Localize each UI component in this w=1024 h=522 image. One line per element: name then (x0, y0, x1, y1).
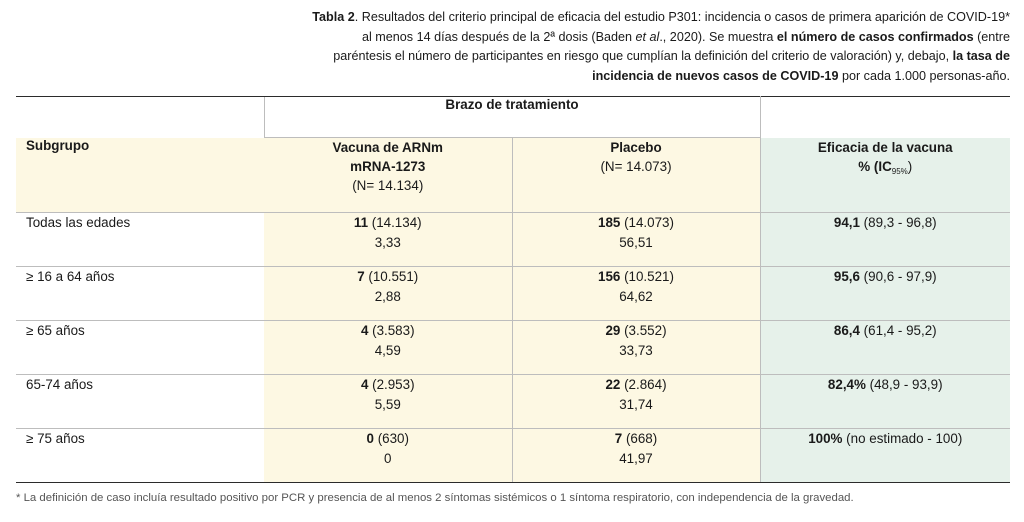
placebo-header: Placebo (N= 14.073) (512, 137, 761, 213)
vaccine-cell: 7 (10.551) 2,88 (264, 266, 513, 321)
table-row: ≥ 75 años 0 (630) 0 7 (668) 41,97 100% (… (16, 428, 1010, 483)
treatment-arm-header: Brazo de tratamiento (263, 96, 761, 138)
subgroup-cell: ≥ 65 años (16, 320, 264, 375)
efficacy-cell: 82,4% (48,9 - 93,9) (760, 374, 1010, 429)
caption-label: Tabla 2 (312, 10, 355, 24)
group-header-empty-right (760, 96, 1010, 138)
efficacy-cell: 95,6 (90,6 - 97,9) (760, 266, 1010, 321)
subgroup-header: Subgrupo (16, 137, 264, 213)
efficacy-cell: 100% (no estimado - 100) (760, 428, 1010, 483)
placebo-cell: 29 (3.552) 33,73 (512, 320, 761, 375)
table-row: ≥ 16 a 64 años 7 (10.551) 2,88 156 (10.5… (16, 266, 1010, 321)
results-table: Brazo de tratamiento Subgrupo Vacuna de … (16, 96, 1010, 483)
vaccine-cell: 4 (3.583) 4,59 (264, 320, 513, 375)
efficacy-header: Eficacia de la vacuna % (IC95%) (760, 137, 1010, 213)
column-header-row: Subgrupo Vacuna de ARNm mRNA-1273 (N= 14… (16, 137, 1010, 213)
efficacy-cell: 94,1 (89,3 - 96,8) (760, 212, 1010, 267)
group-header-row: Brazo de tratamiento (16, 96, 1010, 138)
subgroup-cell: ≥ 16 a 64 años (16, 266, 264, 321)
placebo-cell: 22 (2.864) 31,74 (512, 374, 761, 429)
group-header-empty-left (16, 96, 264, 138)
vaccine-header: Vacuna de ARNm mRNA-1273 (N= 14.134) (264, 137, 513, 213)
table-caption: Tabla 2. Resultados del criterio princip… (312, 10, 1010, 83)
table-row: ≥ 65 años 4 (3.583) 4,59 29 (3.552) 33,7… (16, 320, 1010, 375)
placebo-cell: 185 (14.073) 56,51 (512, 212, 761, 267)
subgroup-cell: ≥ 75 años (16, 428, 264, 483)
vaccine-cell: 0 (630) 0 (264, 428, 513, 483)
table-row: Todas las edades 11 (14.134) 3,33 185 (1… (16, 212, 1010, 267)
footnote: * La definición de caso incluía resultad… (16, 492, 854, 504)
subgroup-cell: Todas las edades (16, 212, 264, 267)
placebo-cell: 156 (10.521) 64,62 (512, 266, 761, 321)
efficacy-cell: 86,4 (61,4 - 95,2) (760, 320, 1010, 375)
table-row: 65-74 años 4 (2.953) 5,59 22 (2.864) 31,… (16, 374, 1010, 429)
vaccine-cell: 4 (2.953) 5,59 (264, 374, 513, 429)
subgroup-cell: 65-74 años (16, 374, 264, 429)
vaccine-cell: 11 (14.134) 3,33 (264, 212, 513, 267)
placebo-cell: 7 (668) 41,97 (512, 428, 761, 483)
